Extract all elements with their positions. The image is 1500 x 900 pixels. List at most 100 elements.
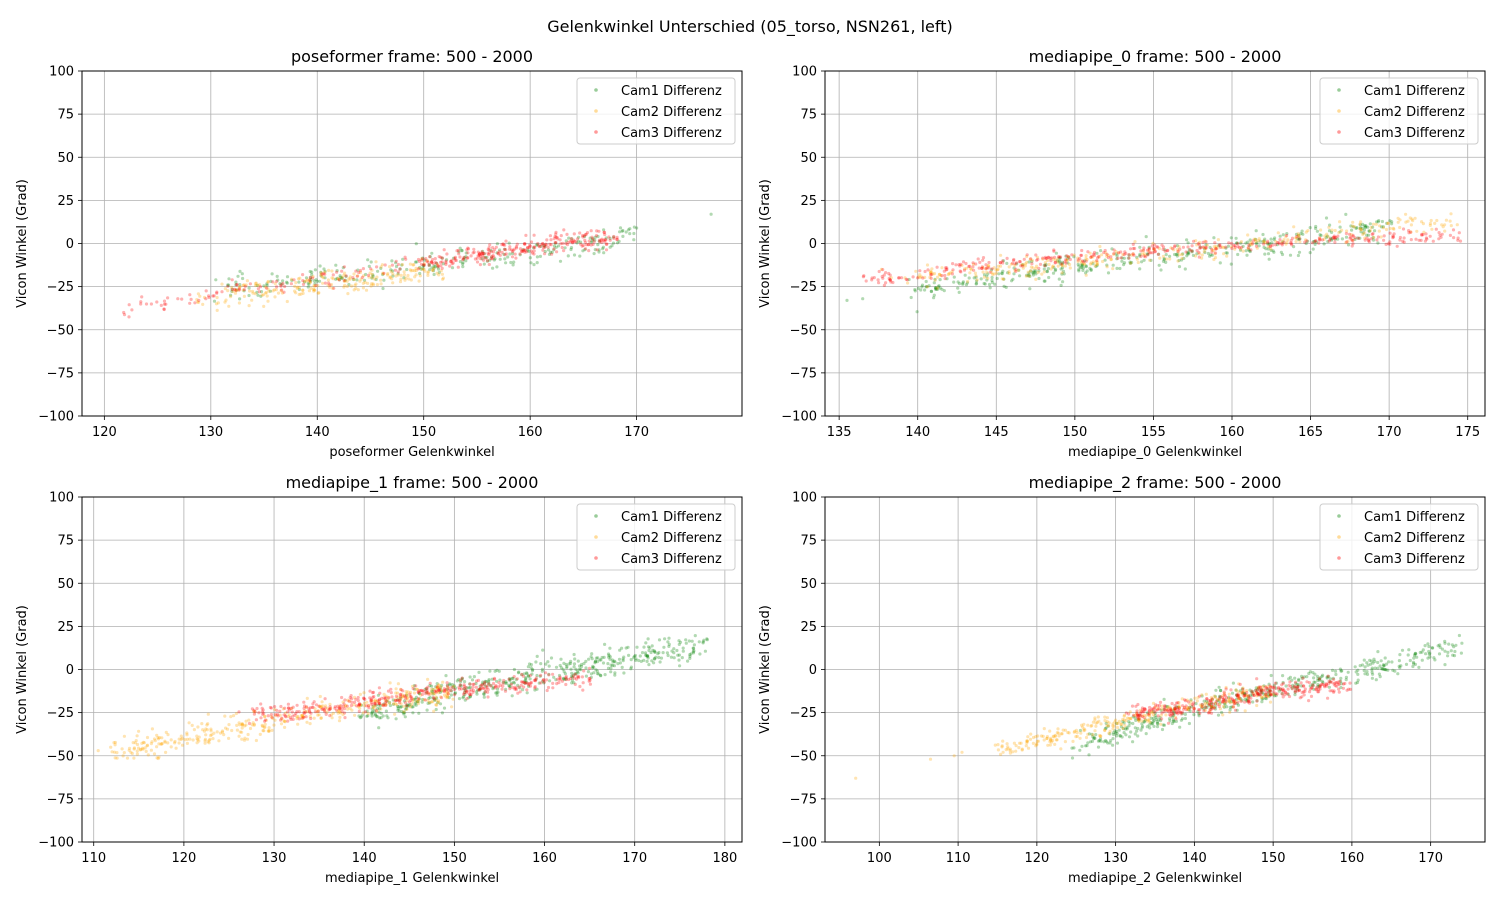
scatter-point (444, 674, 448, 678)
scatter-point (1315, 240, 1319, 244)
scatter-point (1168, 257, 1172, 261)
scatter-point (1135, 715, 1139, 719)
scatter-point (405, 703, 409, 707)
scatter-point (1238, 248, 1243, 252)
scatter-point (530, 669, 535, 673)
scatter-point (1142, 720, 1146, 724)
scatter-point (304, 279, 309, 283)
scatter-point (198, 294, 202, 298)
scatter-point (491, 687, 495, 691)
scatter-point (1094, 259, 1098, 264)
scatter-point (512, 675, 516, 679)
scatter-point (1250, 689, 1255, 694)
scatter-point (399, 696, 403, 700)
scatter-point (345, 279, 349, 283)
scatter-point (1122, 252, 1126, 257)
scatter-point (1161, 254, 1165, 258)
scatter-point (1316, 683, 1320, 687)
scatter-point (369, 699, 373, 703)
y-tick-label: −25 (47, 280, 74, 295)
scatter-point (135, 752, 139, 756)
scatter-point (1412, 656, 1416, 660)
scatter-point (1358, 223, 1362, 227)
scatter-point (1333, 228, 1337, 233)
scatter-point (268, 289, 272, 293)
scatter-point (1223, 698, 1227, 702)
scatter-point (1268, 688, 1272, 692)
scatter-point (1007, 271, 1011, 275)
scatter-point (248, 726, 253, 731)
scatter-point (259, 290, 264, 294)
scatter-point (1298, 237, 1302, 241)
scatter-point (155, 733, 159, 737)
scatter-point (1317, 238, 1321, 242)
scatter-point (1110, 247, 1114, 251)
x-tick-label: 155 (1141, 425, 1166, 440)
scatter-point (1224, 687, 1228, 691)
scatter-point (1205, 699, 1209, 703)
scatter-point (594, 234, 599, 238)
scatter-point (961, 280, 966, 284)
scatter-point (1388, 242, 1392, 246)
scatter-point (1296, 684, 1300, 689)
scatter-point (1053, 261, 1057, 265)
scatter-point (1278, 234, 1282, 238)
scatter-point (1268, 692, 1272, 696)
scatter-point (234, 280, 238, 284)
scatter-point (518, 253, 522, 257)
scatter-point (1220, 696, 1225, 700)
scatter-point (289, 706, 293, 711)
scatter-point (373, 704, 377, 708)
scatter-point (1042, 738, 1046, 742)
scatter-point (1005, 261, 1009, 265)
scatter-point (977, 266, 981, 270)
scatter-point (243, 736, 247, 740)
scatter-point (379, 266, 383, 270)
scatter-point (254, 281, 258, 285)
scatter-point (1311, 683, 1315, 687)
scatter-point (1336, 680, 1340, 684)
scatter-point (359, 703, 363, 707)
scatter-point (632, 231, 636, 236)
scatter-point (334, 263, 338, 267)
scatter-point (352, 703, 356, 707)
scatter-point (307, 707, 311, 711)
scatter-point (1218, 695, 1222, 700)
scatter-point (1119, 250, 1123, 254)
scatter-point (155, 300, 159, 304)
scatter-point (1076, 262, 1080, 266)
scatter-point (495, 693, 499, 697)
scatter-point (507, 677, 512, 681)
scatter-point (534, 676, 538, 680)
scatter-point (212, 294, 216, 298)
scatter-point (486, 247, 490, 251)
scatter-point (227, 304, 231, 308)
scatter-point (1376, 241, 1380, 245)
scatter-point (554, 665, 559, 669)
scatter-point (1204, 246, 1208, 250)
scatter-point (1326, 235, 1330, 239)
scatter-point (961, 281, 965, 285)
scatter-point (558, 259, 563, 263)
scatter-point (1004, 748, 1008, 752)
scatter-point (293, 713, 297, 717)
scatter-point (283, 720, 287, 724)
scatter-point (347, 282, 351, 287)
scatter-point (1206, 711, 1211, 715)
scatter-point (1415, 655, 1419, 659)
scatter-point (1068, 262, 1072, 267)
scatter-point (652, 649, 656, 653)
scatter-point (1423, 239, 1427, 243)
scatter-point (493, 247, 497, 252)
scatter-point (515, 246, 519, 250)
scatter-point (1326, 239, 1330, 244)
scatter-point (1130, 704, 1135, 708)
scatter-point (173, 741, 177, 745)
scatter-point (1438, 233, 1442, 237)
scatter-point (431, 268, 435, 272)
scatter-point (1428, 651, 1432, 655)
scatter-point (993, 743, 997, 747)
scatter-point (220, 729, 225, 733)
scatter-point (441, 262, 445, 266)
scatter-point (416, 697, 420, 701)
